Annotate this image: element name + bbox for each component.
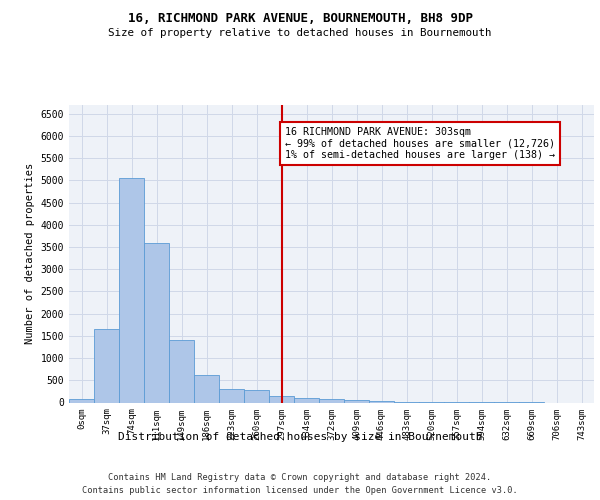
Bar (295, 398, 319, 402)
Bar (319, 399, 344, 402)
Bar (344, 400, 368, 402)
Bar (244, 390, 269, 402)
Bar (145, 242, 169, 402)
Bar (119, 178, 143, 402)
Text: 16 RICHMOND PARK AVENUE: 303sqm
← 99% of detached houses are smaller (12,726)
1%: 16 RICHMOND PARK AVENUE: 303sqm ← 99% of… (285, 127, 555, 160)
Bar (94, 329, 119, 402)
Bar (70, 399, 94, 402)
Text: Contains public sector information licensed under the Open Government Licence v3: Contains public sector information licen… (82, 486, 518, 495)
Bar (220, 389, 244, 402)
Bar (169, 340, 194, 402)
Bar (194, 375, 218, 402)
Text: 16, RICHMOND PARK AVENUE, BOURNEMOUTH, BH8 9DP: 16, RICHMOND PARK AVENUE, BOURNEMOUTH, B… (128, 12, 473, 26)
Text: Contains HM Land Registry data © Crown copyright and database right 2024.: Contains HM Land Registry data © Crown c… (109, 472, 491, 482)
Text: Size of property relative to detached houses in Bournemouth: Size of property relative to detached ho… (108, 28, 492, 38)
Text: Distribution of detached houses by size in Bournemouth: Distribution of detached houses by size … (118, 432, 482, 442)
Bar (370, 401, 394, 402)
Y-axis label: Number of detached properties: Number of detached properties (25, 163, 35, 344)
Bar (269, 396, 293, 402)
